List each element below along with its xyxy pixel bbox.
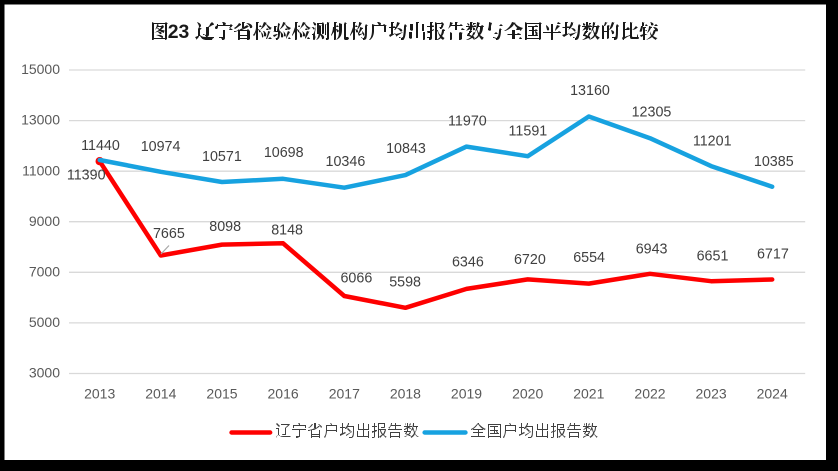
svg-text:8098: 8098: [209, 219, 241, 235]
svg-text:2024: 2024: [757, 386, 788, 402]
svg-text:11440: 11440: [81, 138, 120, 154]
svg-text:2022: 2022: [634, 386, 665, 402]
svg-text:6651: 6651: [697, 249, 729, 265]
svg-text:13160: 13160: [570, 83, 610, 99]
svg-text:5598: 5598: [389, 275, 421, 291]
svg-text:2013: 2013: [84, 386, 115, 402]
svg-text:10571: 10571: [202, 149, 242, 165]
svg-text:2018: 2018: [390, 386, 421, 402]
svg-text:10974: 10974: [141, 139, 181, 155]
svg-text:6066: 6066: [340, 271, 372, 287]
svg-text:6717: 6717: [757, 247, 789, 263]
svg-text:15000: 15000: [21, 61, 60, 77]
svg-text:6346: 6346: [452, 255, 484, 271]
svg-text:10385: 10385: [754, 154, 794, 170]
svg-text:8148: 8148: [271, 222, 303, 238]
svg-text:9000: 9000: [29, 213, 60, 229]
svg-text:6720: 6720: [514, 252, 546, 268]
svg-text:10843: 10843: [386, 141, 426, 157]
svg-text:11591: 11591: [509, 124, 548, 140]
svg-text:2016: 2016: [268, 386, 299, 402]
svg-text:13000: 13000: [21, 112, 60, 128]
svg-text:6554: 6554: [573, 250, 605, 266]
svg-text:7000: 7000: [29, 263, 60, 279]
svg-text:2014: 2014: [145, 386, 176, 402]
svg-text:11970: 11970: [448, 113, 487, 129]
svg-text:2021: 2021: [573, 386, 604, 402]
svg-text:2015: 2015: [206, 386, 237, 402]
svg-text:23: 23: [168, 21, 190, 43]
svg-text:12305: 12305: [632, 105, 672, 121]
svg-text:10346: 10346: [326, 154, 366, 170]
svg-text:3000: 3000: [29, 365, 60, 381]
svg-text:11390: 11390: [67, 168, 106, 184]
svg-text:5000: 5000: [29, 314, 60, 330]
svg-text:2017: 2017: [329, 386, 360, 402]
svg-text:2019: 2019: [451, 386, 482, 402]
svg-text:10698: 10698: [264, 145, 304, 161]
svg-text:2020: 2020: [512, 386, 543, 402]
svg-text:7665: 7665: [153, 226, 185, 242]
svg-text:2023: 2023: [696, 386, 727, 402]
svg-text:11000: 11000: [22, 162, 60, 178]
svg-text:6943: 6943: [636, 242, 668, 258]
svg-text:11201: 11201: [693, 134, 732, 150]
